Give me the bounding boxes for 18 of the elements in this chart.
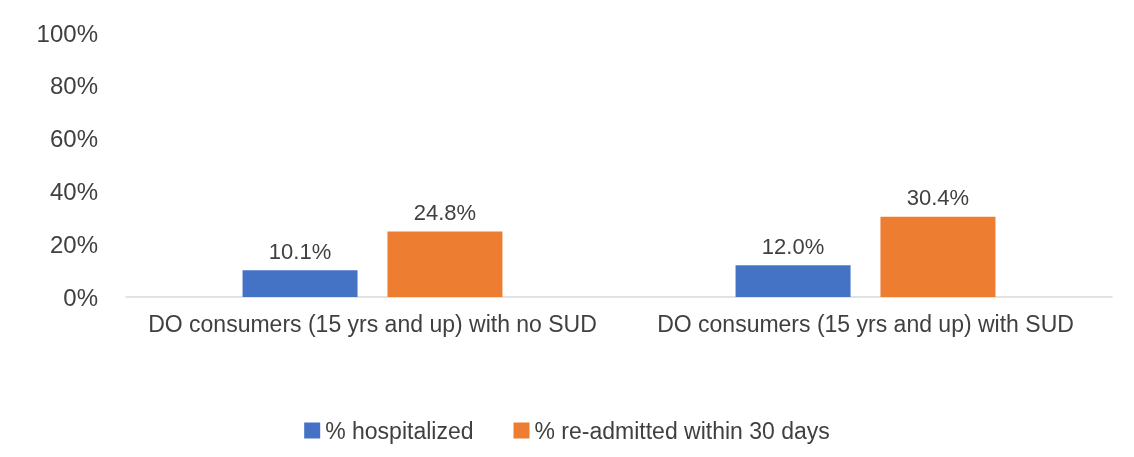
bar [735, 265, 851, 297]
data-label: 30.4% [906, 185, 970, 211]
x-tick-label: DO consumers (15 yrs and up) with SUD [657, 311, 1074, 337]
y-tick-label: 80% [49, 72, 98, 100]
y-tick-label: 100% [36, 19, 98, 47]
bar [880, 216, 996, 297]
y-tick-label: 0% [63, 283, 98, 311]
x-tick-label: DO consumers (15 yrs and up) with no SUD [148, 311, 597, 337]
data-label: 24.8% [413, 200, 477, 226]
data-label: 12.0% [761, 233, 825, 259]
y-tick-label: 40% [49, 177, 98, 205]
y-tick-label: 20% [49, 230, 98, 258]
bar [242, 270, 358, 297]
y-tick-label: 60% [49, 125, 98, 153]
data-label: 10.1% [268, 238, 332, 264]
legend-label: % re-admitted within 30 days [534, 417, 830, 444]
legend-label: % hospitalized [325, 417, 474, 444]
bar [387, 231, 503, 297]
